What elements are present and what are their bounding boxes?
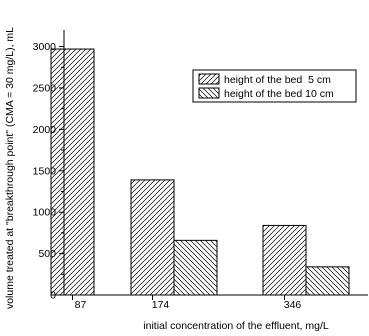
bars-group — [50, 48, 350, 296]
y-tick-label-2000: 2000 — [33, 124, 57, 136]
legend-box — [192, 69, 357, 103]
bar-series-1-87 — [50, 48, 95, 296]
bar-series-2-346 — [305, 266, 350, 296]
y-tick-label-1500: 1500 — [33, 165, 57, 177]
y-tick-label-1000: 1000 — [33, 207, 57, 219]
y-tick-label-3000: 3000 — [33, 41, 57, 53]
legend-swatch-series-1 — [198, 73, 220, 85]
y-axis: 0 500 1000 1500 2000 2500 3000 — [33, 30, 65, 302]
y-tick-label-500: 500 — [38, 248, 56, 260]
x-axis-label: initial concentration of the effluent, m… — [143, 320, 329, 332]
x-tick-label-346: 346 — [284, 299, 302, 311]
legend-label-series-1: height of the bed 5 cm — [224, 74, 331, 86]
bar-series-1-174 — [130, 179, 175, 296]
bar-series-1-346 — [262, 224, 307, 296]
legend-label-series-2: height of the bed 10 cm — [224, 88, 334, 100]
x-tick-label-87: 87 — [75, 299, 87, 311]
legend-swatch-series-2 — [198, 87, 220, 99]
x-axis: 87 174 346 — [64, 294, 368, 311]
y-tick-label-2500: 2500 — [33, 82, 57, 94]
y-axis-label: volume treated at "breakthrough point" (… — [4, 27, 16, 309]
y-tick-label-0: 0 — [50, 290, 56, 302]
bar-series-2-174 — [173, 239, 218, 296]
legend: height of the bed 5 cm height of the bed… — [192, 69, 357, 103]
x-tick-label-174: 174 — [152, 299, 170, 311]
